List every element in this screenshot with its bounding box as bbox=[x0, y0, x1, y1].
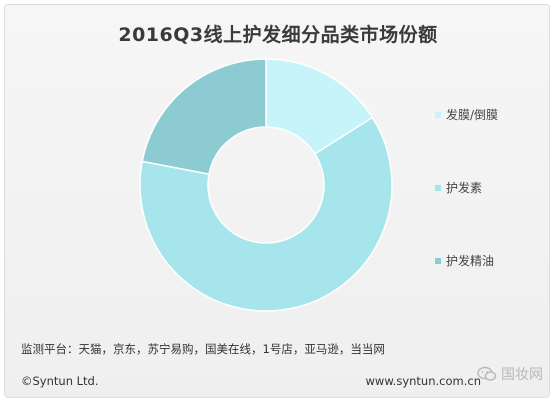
watermark: 国妆网 bbox=[477, 364, 543, 384]
legend-swatch bbox=[435, 184, 441, 191]
legend-swatch bbox=[435, 257, 441, 264]
donut-slice-conditioner bbox=[139, 116, 393, 312]
legend-label: 护发素 bbox=[446, 181, 483, 195]
legend-item-hair-mask: 发膜/倒膜 bbox=[435, 106, 498, 123]
legend-label: 发膜/倒膜 bbox=[446, 108, 499, 122]
legend-item-conditioner: 护发素 bbox=[435, 179, 482, 196]
legend-label: 护发精油 bbox=[446, 254, 495, 268]
chart-title: 2016Q3线上护发细分品类市场份额 bbox=[118, 24, 438, 46]
legend-swatch bbox=[435, 111, 441, 118]
donut-chart bbox=[139, 58, 393, 312]
legend-item-hair-oil: 护发精油 bbox=[435, 252, 494, 269]
data-source-note: 监测平台：天猫，京东，苏宁易购，国美在线，1号店，亚马逊，当当网 bbox=[21, 342, 385, 356]
website-url: www.syntun.com.cn bbox=[365, 374, 481, 388]
donut-slice-hair-oil bbox=[141, 58, 267, 176]
chart-legend: 发膜/倒膜 护发素 护发精油 bbox=[435, 5, 545, 397]
chart-panel: 2016Q3线上护发细分品类市场份额 发膜/倒膜 护发素 护发精油 监测平台：天… bbox=[4, 4, 550, 398]
watermark-text: 国妆网 bbox=[501, 367, 543, 383]
wechat-icon bbox=[477, 366, 497, 381]
copyright-text: ©Syntun Ltd. bbox=[21, 374, 99, 388]
